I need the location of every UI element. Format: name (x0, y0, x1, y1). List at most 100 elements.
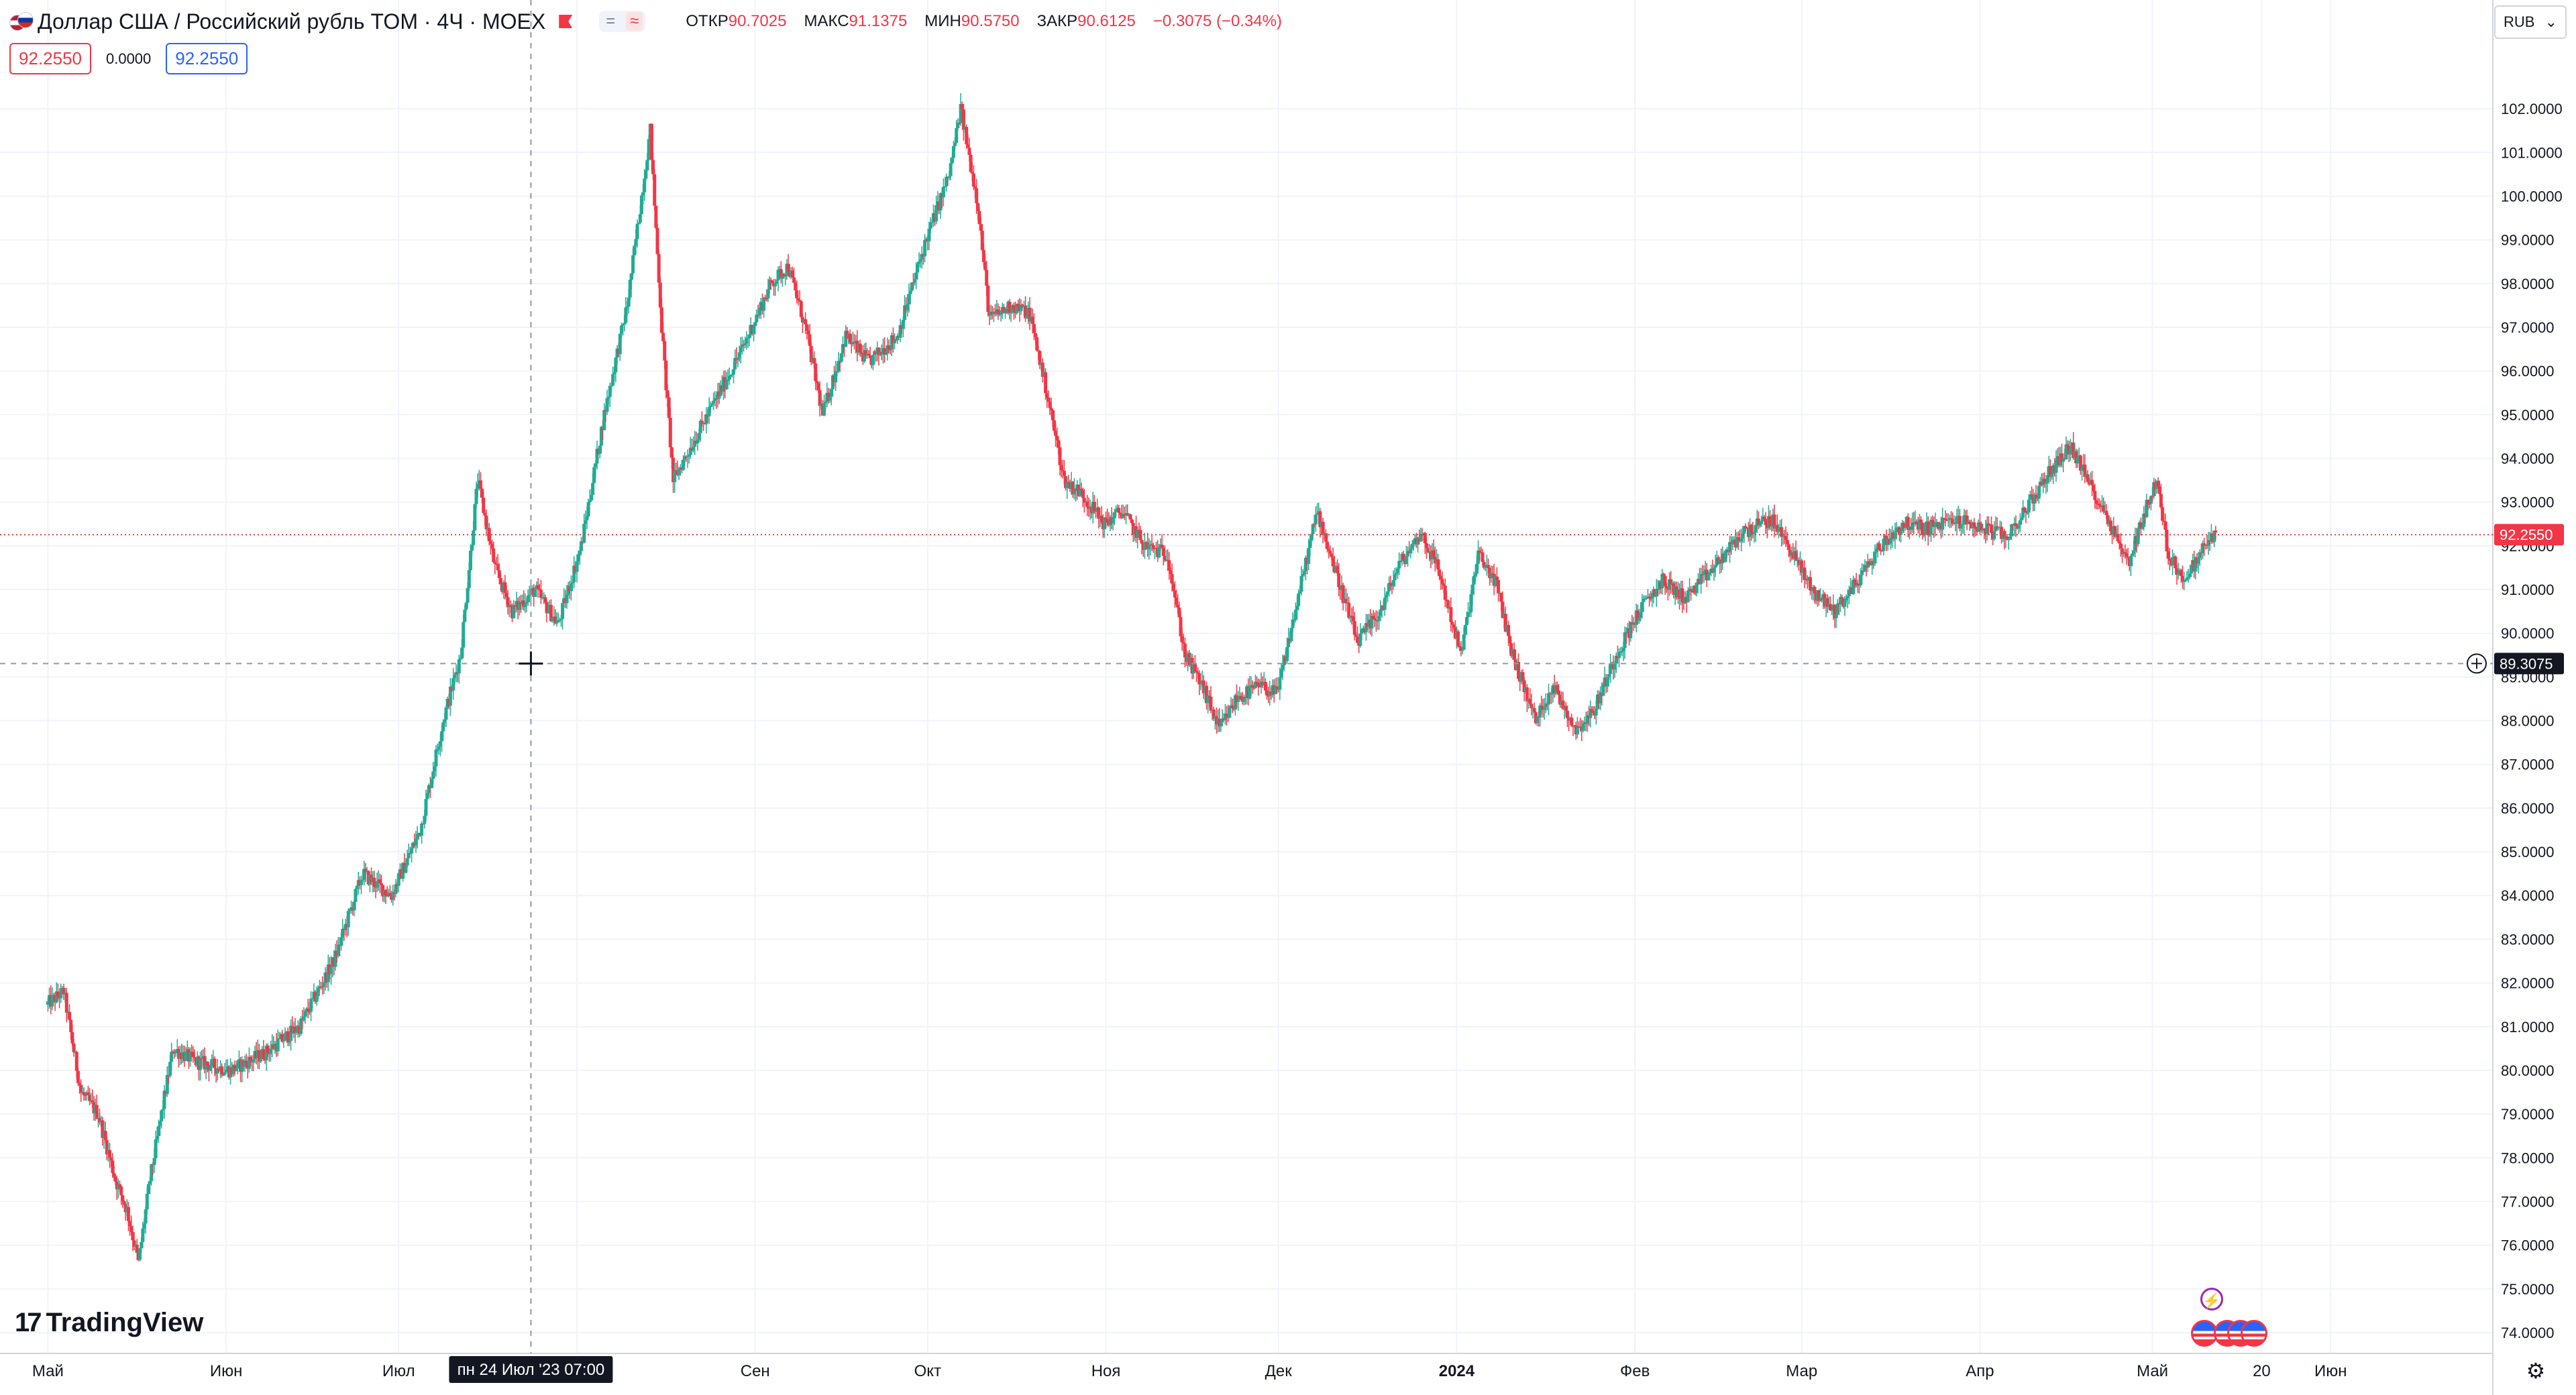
candle-body (631, 255, 635, 274)
candle-body (1092, 502, 1096, 511)
candle-body (1642, 598, 1646, 602)
candle-body (674, 470, 678, 471)
candle-body (683, 456, 687, 460)
candle-body (2198, 552, 2202, 558)
candle-body (743, 343, 747, 345)
candle-body (951, 146, 955, 158)
candle-body (145, 1193, 149, 1210)
candle-body (184, 1052, 188, 1061)
currency-value: RUB (2504, 13, 2535, 30)
tradingview-logo[interactable]: 17 TradingView (15, 1308, 203, 1338)
candle-body (887, 345, 891, 349)
price-axis[interactable]: 74.0000 75.0000 76.0000 77.0000 78.0000 79.00… (2492, 0, 2576, 1395)
market-status-icon[interactable] (559, 15, 573, 28)
candle-body (594, 463, 598, 467)
symbol-title[interactable]: Доллар США / Российский рубль TOM · 4Ч ·… (38, 9, 546, 34)
candle-body (2005, 536, 2009, 541)
currency-selector[interactable]: RUB ⌄ (2494, 5, 2567, 39)
candle-body (1208, 695, 1212, 697)
candle-body (2034, 494, 2038, 496)
candle-body (431, 771, 435, 779)
candle-body (599, 427, 603, 446)
last-price-label: 92.2550 (2500, 526, 2553, 543)
candle-body (434, 749, 438, 767)
candle-body (1903, 527, 1907, 528)
y-tick-label: 78.0000 (2501, 1150, 2555, 1166)
candle-body (2083, 464, 2087, 478)
candle-body (2182, 581, 2186, 583)
candle-body (1564, 706, 1568, 711)
candle-body (1082, 498, 1086, 503)
candle-body (458, 658, 462, 660)
candle-body (965, 127, 969, 145)
candle-body (1044, 372, 1048, 394)
us-flag-icon[interactable] (2241, 1320, 2267, 1347)
sell-price-button[interactable]: 92.2550 (9, 43, 91, 74)
candle-body (614, 357, 618, 373)
candle-body (1743, 526, 1748, 528)
buy-price-button[interactable]: 92.2550 (166, 43, 248, 74)
candle-body (2156, 481, 2160, 487)
time-axis[interactable]: МайИюнИюлАвгСенОктНояДек2024ФевМарАпрМай… (0, 1353, 2493, 1380)
candle-body (1078, 488, 1082, 496)
mode-button-approx[interactable]: ≈ (626, 12, 643, 31)
y-tick-label: 81.0000 (2501, 1019, 2555, 1036)
candle-body (1377, 616, 1381, 621)
candle-body (464, 602, 468, 610)
candle-body (2129, 555, 2133, 567)
candle-body (1874, 549, 1878, 552)
chart-grid (0, 0, 2493, 1353)
candle-body (70, 1032, 74, 1044)
candle-body (424, 799, 428, 816)
candle-body (814, 363, 818, 382)
crosshair-time-label: пн 24 Июл '23 07:00 (458, 1361, 605, 1379)
candle-body (927, 228, 931, 241)
candle-body (316, 988, 320, 997)
candle-body (546, 611, 550, 614)
candle-body (1079, 488, 1083, 491)
candle-body (1931, 520, 1935, 522)
candle-body (1295, 606, 1299, 610)
candle-body (533, 589, 537, 597)
candle-body (1735, 537, 1739, 547)
candle-body (1507, 624, 1511, 636)
y-tick-label: 98.0000 (2501, 276, 2555, 292)
candle-body (967, 148, 971, 155)
candle-body (425, 793, 429, 799)
candle-body (2116, 534, 2120, 542)
candle-body (625, 306, 629, 308)
candle-body (1008, 301, 1012, 313)
candle-body (454, 672, 458, 675)
candle-body (2104, 510, 2108, 516)
candle-body (2149, 496, 2153, 504)
low-label: МИН (924, 12, 961, 30)
y-tick-label: 95.0000 (2501, 406, 2555, 423)
candle-body (829, 389, 833, 397)
candle-body (677, 468, 681, 476)
candle-body (740, 344, 744, 347)
candle-body (453, 675, 457, 679)
candle-body (1501, 602, 1505, 618)
candle-body (770, 280, 774, 284)
candle-body (537, 588, 541, 590)
candle-body (83, 1095, 87, 1097)
candle-body (2184, 579, 2188, 581)
y-tick-label: 85.0000 (2501, 844, 2555, 860)
y-tick-label: 94.0000 (2501, 451, 2555, 467)
flash-icon[interactable]: ⚡ (2200, 1288, 2223, 1310)
gear-icon[interactable]: ⚙ (2526, 1359, 2546, 1383)
candle-body (2078, 455, 2082, 471)
candle-body (82, 1092, 86, 1095)
mode-button-equal[interactable]: = (606, 12, 616, 30)
candle-body (193, 1057, 197, 1058)
candle-body (818, 390, 822, 406)
candle-body (608, 386, 612, 397)
candle-body (1404, 556, 1408, 565)
candle-body (269, 1048, 273, 1054)
candle-body (1136, 530, 1140, 539)
candle-body (611, 374, 615, 386)
candle-body (796, 298, 800, 300)
candle-body (1882, 539, 1886, 551)
candle-body (64, 993, 68, 1013)
